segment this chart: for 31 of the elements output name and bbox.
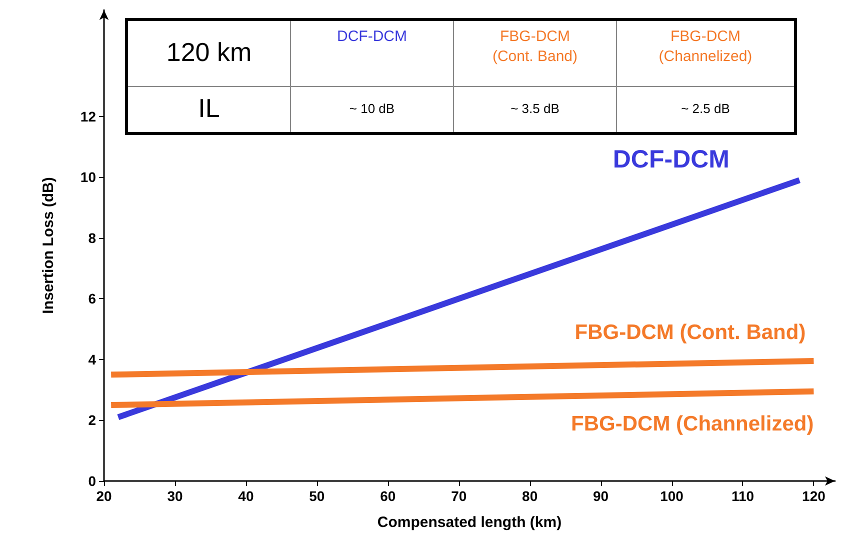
y-tick-label: 10 [80, 169, 96, 186]
annotation: ~ 2.5 dB [616, 86, 796, 134]
x-axis-title: Compensated length (km) [377, 514, 562, 531]
x-tick-label: 40 [238, 488, 254, 504]
annotation: ~ 10 dB [290, 86, 454, 134]
annotation: FBG-DCM (Cont. Band) [454, 20, 616, 86]
x-tick-label: 50 [309, 488, 325, 504]
x-tick-label: 70 [451, 488, 467, 504]
x-tick-label: 100 [660, 488, 684, 504]
y-tick-label: 2 [88, 412, 96, 428]
x-tick-label: 60 [380, 488, 396, 504]
series-label: FBG-DCM (Cont. Band) [574, 320, 806, 344]
y-tick-label: 12 [80, 108, 96, 124]
y-tick-label: 6 [88, 290, 96, 307]
x-tick-label: 80 [522, 488, 538, 504]
annotation: DCF-DCM [290, 20, 454, 86]
x-tick-label: 30 [167, 488, 183, 504]
annotation: IL [126, 86, 290, 134]
x-tick-label: 110 [731, 488, 754, 504]
annotation: 120 km [126, 20, 290, 86]
y-tick-label: 4 [88, 351, 96, 368]
x-tick-label: 20 [96, 488, 112, 504]
x-tick-label: 120 [802, 488, 826, 504]
annotation: FBG-DCM (Channelized) [616, 20, 796, 86]
series-label: DCF-DCM [612, 146, 730, 174]
series-label: FBG-DCM (Channelized) [571, 412, 814, 436]
y-axis-title: Insertion Loss (dB) [40, 177, 57, 314]
x-tick-label: 90 [593, 488, 609, 504]
annotation: ~ 3.5 dB [454, 86, 616, 134]
y-tick-label: 0 [88, 473, 96, 489]
y-tick-label: 8 [88, 230, 96, 246]
